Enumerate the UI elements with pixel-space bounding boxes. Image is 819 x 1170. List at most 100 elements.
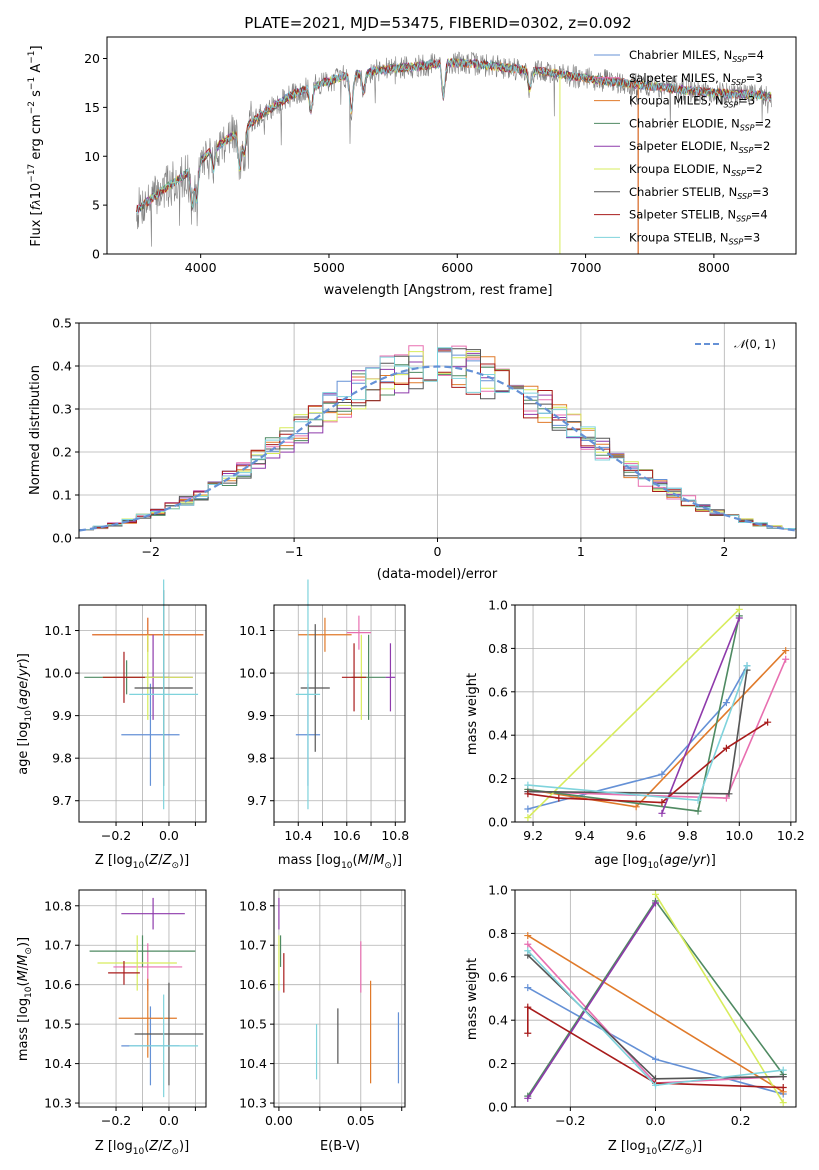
x-tick-label: 10.8: [381, 828, 409, 843]
mass-weight-vs-metallicity-xlabel: Z [log10(Z/Z⊙)]: [608, 1139, 702, 1157]
legend-label-kroupa_elodie: Kroupa ELODIE, NSSP=2: [629, 162, 763, 178]
plus-marker-chabrier_miles: [524, 984, 532, 992]
x-tick-label: 4000: [185, 260, 217, 275]
plus-marker-chabrier_miles: [524, 805, 532, 813]
legend-label-chabrier_miles: Chabrier MILES, NSSP=4: [629, 48, 764, 64]
mass-weight-line-kroupa_elodie: [527, 608, 740, 819]
mass-vs-metallicity-grid: [79, 890, 206, 1107]
y-tick-label: 10.7: [239, 938, 267, 953]
plus-marker-salpeter_stelib: [555, 794, 563, 802]
y-tick-label: 5: [92, 198, 100, 213]
y-tick-label: 1.0: [488, 598, 508, 613]
x-tick-label: 0.0: [159, 828, 179, 843]
x-tick-label: 0.05: [347, 1113, 375, 1128]
x-tick-label: 9.4: [575, 828, 595, 843]
spectrum-xlabel: wavelength [Angstrom, rest frame]: [324, 283, 553, 298]
y-tick-label: 10.6: [239, 977, 267, 992]
mass-weight-vs-age-xlabel: age [log10(age/yr)]: [594, 853, 716, 871]
plus-marker-salpeter_elodie: [524, 1094, 532, 1102]
y-tick-label: 10.6: [44, 977, 72, 992]
x-tick-label: 5000: [313, 260, 345, 275]
spectrum-panel: 4000 5000 6000 7000 8000 0 5 10 15 20 wavelength …: [27, 36, 797, 298]
mass-weight-line-salpeter_miles: [527, 658, 787, 799]
plus-marker-salpeter_miles: [782, 655, 790, 663]
plus-marker-salpeter_miles: [524, 940, 532, 948]
x-tick-label: 2: [720, 544, 728, 559]
y-tick-label: 10.7: [44, 938, 72, 953]
y-tick-label: 1.0: [488, 883, 508, 898]
plus-marker-chabrier_miles: [722, 699, 730, 707]
x-tick-label: 1: [577, 544, 585, 559]
spectrum-ylabel: Flux [fλ10−17 erg cm−2 s−1 A−1]: [27, 45, 44, 246]
x-tick-label: −2: [141, 544, 159, 559]
plus-marker-salpeter_elodie: [658, 809, 666, 817]
x-tick-label: 0.00: [265, 1113, 293, 1128]
y-tick-label: 10.1: [44, 623, 72, 638]
y-tick-label: 10.5: [239, 1017, 267, 1032]
plus-marker-kroupa_stelib: [524, 947, 532, 955]
mass-weight-vs-metallicity-ylabel: mass weight: [465, 958, 480, 1040]
x-tick-label: 0.0: [159, 1113, 179, 1128]
plus-marker-kroupa_elodie: [524, 814, 532, 822]
legend-label-kroupa_miles: Kroupa MILES, NSSP=3: [629, 94, 755, 110]
plus-marker-kroupa_stelib: [524, 781, 532, 789]
mass-weight-vs-age-ticks: 9.2 9.4 9.6 9.8 10.0 10.2 0.0 0.2 0.4 0.6 0.8 1.0: [488, 598, 805, 844]
y-tick-label: 0.4: [488, 728, 508, 743]
mass-weight-vs-metallicity-series: [524, 890, 787, 1107]
residual-panel: −2 −1 0 1 2 0.0 0.1 0.2 0.3 0.4 0.5 (data-model)/e…: [28, 316, 797, 582]
y-tick-label: 0.6: [488, 684, 508, 699]
y-tick-label: 9.7: [52, 793, 72, 808]
x-tick-label: −0.2: [101, 1113, 131, 1128]
y-tick-label: 0.6: [488, 969, 508, 984]
plus-marker-salpeter_elodie: [652, 899, 659, 907]
plus-marker-chabrier_stelib: [779, 1073, 787, 1081]
age-vs-mass-panel: 10.4 10.6 10.8 9.7 9.8 9.9 10.0 10.1 mass [log1…: [239, 579, 409, 871]
mass-weight-vs-age-panel: 9.2 9.4 9.6 9.8 10.0 10.2 0.0 0.2 0.4 0.6 0.8 1.0 a…: [465, 598, 805, 872]
spectrum-model-line-salpeter_stelib: [136, 58, 772, 213]
y-tick-label: 10.0: [44, 666, 72, 681]
y-tick-label: 10.0: [239, 666, 267, 681]
residual-ylabel: Normed distribution: [28, 365, 43, 495]
plus-marker-kroupa_elodie: [652, 890, 659, 898]
x-tick-label: 6000: [441, 260, 473, 275]
x-tick-label: 10.2: [777, 828, 805, 843]
x-tick-label: 0.0: [646, 1113, 666, 1128]
y-tick-label: 10.4: [239, 1056, 267, 1071]
y-tick-label: 10.3: [44, 1096, 72, 1111]
y-tick-label: 9.7: [247, 793, 267, 808]
y-tick-label: 20: [84, 51, 100, 66]
y-tick-label: 0: [92, 247, 100, 262]
plus-marker-chabrier_elodie: [694, 807, 702, 815]
legend-label-chabrier_stelib: Chabrier STELIB, NSSP=3: [629, 185, 769, 201]
mass-vs-ebv-grid: [274, 890, 405, 1107]
plus-marker-salpeter_stelib: [524, 790, 532, 798]
x-tick-label: 9.2: [523, 828, 543, 843]
age-vs-metallicity-ticks: −0.2 0.0 9.7 9.8 9.9 10.0 10.1: [44, 623, 196, 843]
plus-marker-kroupa_elodie: [735, 605, 743, 613]
plus-marker-salpeter_stelib: [779, 1083, 787, 1091]
x-tick-label: 7000: [570, 260, 602, 275]
y-tick-label: 10.4: [44, 1056, 72, 1071]
residual-ticks: −2 −1 0 1 2 0.0 0.1 0.2 0.3 0.4 0.5: [52, 316, 728, 560]
mass-vs-ebv-panel: 0.00 0.05 10.3 10.4 10.5 10.6 10.7 10.8 E(B-V): [239, 889, 406, 1154]
y-tick-label: 15: [84, 100, 100, 115]
age-vs-metallicity-panel: −0.2 0.0 9.7 9.8 9.9 10.0 10.1 Z [log10(Z/Z⊙)]…: [16, 579, 207, 871]
legend-gaussian-label: 𝒩(0, 1): [734, 337, 776, 351]
y-tick-label: 0.4: [52, 359, 72, 374]
mass-weight-line-salpeter_stelib: [526, 1005, 784, 1089]
mass-weight-line-salpeter_elodie: [661, 617, 741, 814]
gaussian-reference-curve: [78, 365, 797, 532]
mass-weight-vs-age-ylabel: mass weight: [465, 673, 480, 755]
mass-weight-vs-metallicity-panel: −0.2 0.0 0.2 0.0 0.2 0.4 0.6 0.8 1.0 Z [log10(Z/…: [465, 883, 797, 1157]
plus-marker-kroupa_stelib: [779, 1066, 787, 1074]
mass-vs-metallicity-ylabel: mass [log10(M/M⊙)]: [16, 937, 34, 1061]
mass-vs-metallicity-ticks: −0.2 0.0 10.3 10.4 10.5 10.6 10.7 10.8: [44, 898, 196, 1128]
plus-marker-kroupa_stelib: [743, 662, 751, 670]
age-vs-metallicity-grid: [79, 605, 206, 822]
plus-marker-salpeter_stelib: [722, 744, 730, 752]
y-tick-label: 0.8: [488, 641, 508, 656]
mass-weight-vs-age-frame: [514, 604, 797, 823]
spectrum-series-group: [136, 51, 772, 254]
y-tick-label: 0.8: [488, 926, 508, 941]
